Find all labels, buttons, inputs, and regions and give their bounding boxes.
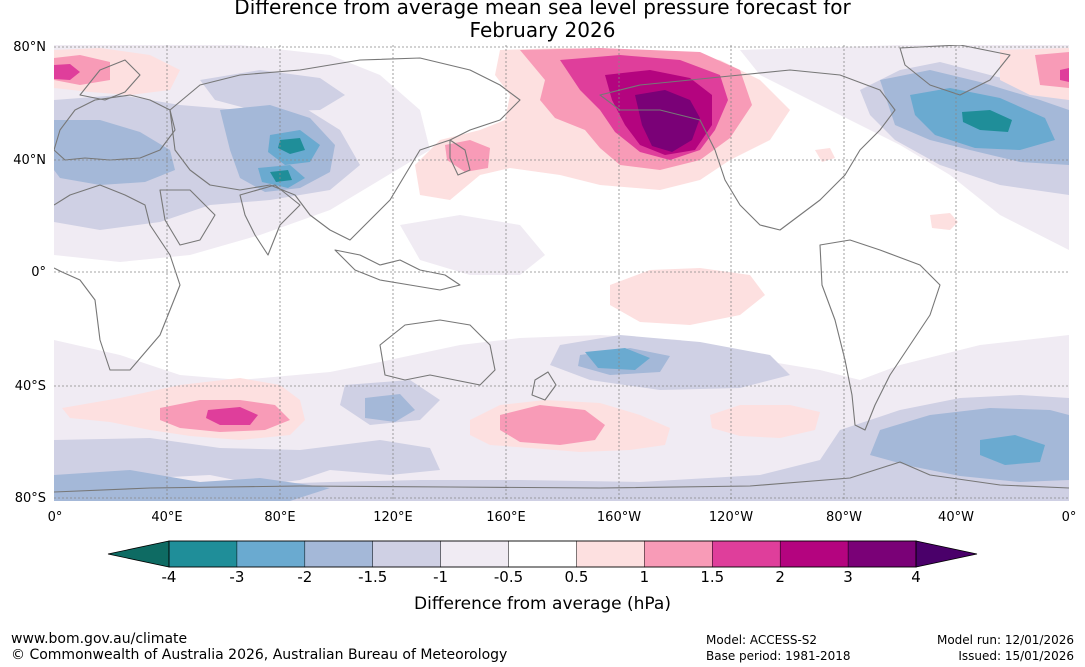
coastline-scandinavia bbox=[79, 59, 141, 101]
colorbar-tick-label: 1 bbox=[639, 568, 650, 586]
coastline-greenland bbox=[899, 45, 1011, 96]
colorbar-under-arrow bbox=[107, 540, 170, 568]
colorbar-segment bbox=[779, 540, 849, 568]
lon-label-160e: 160°E bbox=[486, 510, 526, 525]
footer-model-run: Model run: 12/01/2026 bbox=[936, 633, 1074, 647]
lon-label-120e: 120°E bbox=[373, 510, 413, 525]
pressure-anomaly-map bbox=[54, 45, 1069, 501]
footer-model: Model: ACCESS-S2 bbox=[706, 633, 818, 647]
colorbar-segment bbox=[644, 540, 714, 568]
colorbar-segment bbox=[372, 540, 442, 568]
lon-label-80w: 80°W bbox=[826, 510, 862, 525]
lon-label-0-left: 0° bbox=[47, 510, 63, 525]
negative-anomaly-core-regions bbox=[270, 110, 1012, 182]
colorbar-segment bbox=[304, 540, 374, 568]
lat-label-40s: 40°S bbox=[14, 379, 46, 394]
colorbar-tick-label: 4 bbox=[911, 568, 921, 586]
colorbar-tick-label: -0.5 bbox=[493, 568, 524, 586]
colorbar-segment bbox=[576, 540, 646, 568]
colorbar-segment bbox=[236, 540, 306, 568]
chart-title: Difference from average mean sea level p… bbox=[0, 0, 1085, 42]
colorbar-segments bbox=[168, 540, 917, 568]
footer-base-period: Base period: 1981-2018 bbox=[706, 649, 851, 663]
colorbar-tick-label: 3 bbox=[843, 568, 853, 586]
colorbar-over-arrow bbox=[915, 540, 978, 568]
lon-label-0-right: 0° bbox=[1061, 510, 1077, 525]
coastline-asia bbox=[169, 57, 521, 241]
coastline-japan bbox=[449, 139, 471, 176]
colorbar-tick-label: 0.5 bbox=[564, 568, 589, 586]
gridlines bbox=[54, 45, 1069, 501]
lon-label-40e: 40°E bbox=[151, 510, 183, 525]
title-line-2: February 2026 bbox=[469, 18, 616, 42]
lon-label-80e: 80°E bbox=[264, 510, 296, 525]
coastline-europe bbox=[54, 94, 176, 161]
colorbar-segment bbox=[168, 540, 238, 568]
colorbar-segment bbox=[847, 540, 917, 568]
positive-anomaly-core-regions bbox=[635, 90, 700, 152]
coastline-arabia bbox=[159, 189, 216, 246]
coastline-australia bbox=[379, 319, 496, 386]
coastline-maritime-asia bbox=[334, 249, 461, 291]
coastlines bbox=[54, 45, 1069, 493]
colorbar-segment bbox=[440, 540, 510, 568]
colorbar-tick-label: 2 bbox=[775, 568, 785, 586]
colorbar-tick-label: 1.5 bbox=[700, 568, 725, 586]
lat-label-80n: 80°N bbox=[13, 40, 46, 55]
colorbar-title: Difference from average (hPa) bbox=[414, 594, 671, 614]
coastline-north-america bbox=[599, 69, 896, 231]
colorbar-frame bbox=[168, 540, 917, 568]
colorbar-segment bbox=[508, 540, 578, 568]
lon-label-160w: 160°W bbox=[596, 510, 642, 525]
footer-copyright: © Commonwealth of Australia 2026, Austra… bbox=[11, 647, 508, 663]
footer-url[interactable]: www.bom.gov.au/climate bbox=[11, 631, 188, 647]
coastline-new-zealand bbox=[531, 371, 557, 401]
colorbar-tick-label: -1.5 bbox=[358, 568, 388, 586]
title-line-1: Difference from average mean sea level p… bbox=[234, 0, 851, 19]
colorbar-tick-label: -1 bbox=[433, 568, 449, 586]
coastline-antarctica bbox=[54, 461, 1069, 493]
lat-label-80s: 80°S bbox=[14, 491, 46, 506]
lat-label-equator: 0° bbox=[31, 265, 46, 280]
lat-label-40n: 40°N bbox=[13, 153, 46, 168]
lon-label-40w: 40°W bbox=[938, 510, 974, 525]
coastline-africa bbox=[54, 184, 181, 371]
lon-label-120w: 120°W bbox=[708, 510, 754, 525]
colorbar-tick-label: -4 bbox=[161, 568, 177, 586]
colorbar-tick-label: -2 bbox=[297, 568, 313, 586]
footer-issued: Issued: 15/01/2026 bbox=[958, 649, 1074, 663]
colorbar-tick-label: -3 bbox=[229, 568, 245, 586]
colorbar-segment bbox=[712, 540, 781, 568]
coastline-south-america bbox=[819, 239, 941, 431]
